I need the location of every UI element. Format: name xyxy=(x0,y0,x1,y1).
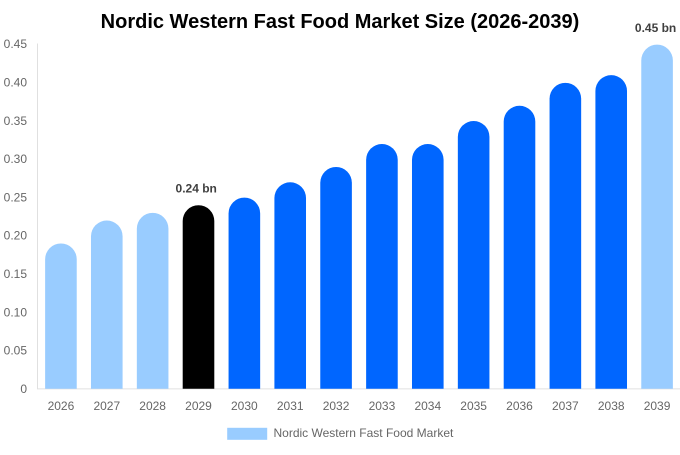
svg-text:2026: 2026 xyxy=(48,399,75,413)
svg-text:0.35: 0.35 xyxy=(4,114,28,128)
svg-text:0.25: 0.25 xyxy=(4,190,28,204)
svg-text:0.20: 0.20 xyxy=(4,229,28,243)
svg-text:0: 0 xyxy=(20,382,27,396)
svg-text:0.45: 0.45 xyxy=(4,37,28,51)
svg-text:2027: 2027 xyxy=(93,399,120,413)
svg-text:2031: 2031 xyxy=(277,399,304,413)
svg-text:2032: 2032 xyxy=(323,399,350,413)
svg-text:Nordic Western Fast Food Marke: Nordic Western Fast Food Market xyxy=(274,426,455,440)
svg-text:Nordic Western Fast Food Marke: Nordic Western Fast Food Market Size (20… xyxy=(101,11,580,33)
svg-text:2034: 2034 xyxy=(414,399,441,413)
svg-text:2035: 2035 xyxy=(460,399,487,413)
svg-text:0.05: 0.05 xyxy=(4,344,28,358)
svg-text:2039: 2039 xyxy=(644,399,671,413)
svg-text:2036: 2036 xyxy=(506,399,533,413)
svg-text:2030: 2030 xyxy=(231,399,258,413)
svg-text:2033: 2033 xyxy=(369,399,396,413)
svg-text:0.45 bn: 0.45 bn xyxy=(635,21,676,35)
svg-text:0.15: 0.15 xyxy=(4,267,28,281)
svg-text:2038: 2038 xyxy=(598,399,625,413)
svg-text:0.24 bn: 0.24 bn xyxy=(176,182,217,196)
svg-text:2037: 2037 xyxy=(552,399,579,413)
svg-text:0.40: 0.40 xyxy=(4,76,28,90)
svg-text:0.30: 0.30 xyxy=(4,152,28,166)
svg-text:2028: 2028 xyxy=(139,399,166,413)
svg-text:2029: 2029 xyxy=(185,399,212,413)
svg-text:0.10: 0.10 xyxy=(4,305,28,319)
